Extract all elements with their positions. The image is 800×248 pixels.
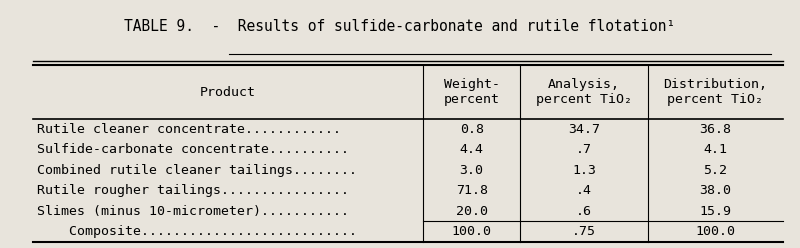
Text: 100.0: 100.0 [452, 225, 492, 238]
Text: Slimes (minus 10-micrometer)...........: Slimes (minus 10-micrometer)........... [38, 205, 350, 217]
Text: 34.7: 34.7 [568, 123, 600, 136]
Text: Combined rutile cleaner tailings........: Combined rutile cleaner tailings........ [38, 164, 358, 177]
Text: TABLE 9.  -  Results of sulfide-carbonate and rutile flotation¹: TABLE 9. - Results of sulfide-carbonate … [124, 19, 676, 33]
Text: 20.0: 20.0 [456, 205, 488, 217]
Text: Distribution,
percent TiO₂: Distribution, percent TiO₂ [663, 78, 767, 106]
Text: 100.0: 100.0 [695, 225, 735, 238]
Text: 4.4: 4.4 [460, 143, 484, 156]
Text: Weight-
percent: Weight- percent [444, 78, 500, 106]
Text: Composite...........................: Composite........................... [38, 225, 358, 238]
Text: 15.9: 15.9 [699, 205, 731, 217]
Text: 0.8: 0.8 [460, 123, 484, 136]
Text: 3.0: 3.0 [460, 164, 484, 177]
Text: Product: Product [200, 86, 256, 99]
Text: .75: .75 [572, 225, 596, 238]
Text: Analysis,
percent TiO₂: Analysis, percent TiO₂ [536, 78, 632, 106]
Text: .7: .7 [576, 143, 592, 156]
Text: 71.8: 71.8 [456, 184, 488, 197]
Text: 36.8: 36.8 [699, 123, 731, 136]
Text: 4.1: 4.1 [703, 143, 727, 156]
Text: Rutile cleaner concentrate............: Rutile cleaner concentrate............ [38, 123, 342, 136]
Text: .4: .4 [576, 184, 592, 197]
Text: .6: .6 [576, 205, 592, 217]
Text: Sulfide-carbonate concentrate..........: Sulfide-carbonate concentrate.......... [38, 143, 350, 156]
Text: 1.3: 1.3 [572, 164, 596, 177]
Text: Rutile rougher tailings................: Rutile rougher tailings................ [38, 184, 350, 197]
Text: 38.0: 38.0 [699, 184, 731, 197]
Text: 5.2: 5.2 [703, 164, 727, 177]
